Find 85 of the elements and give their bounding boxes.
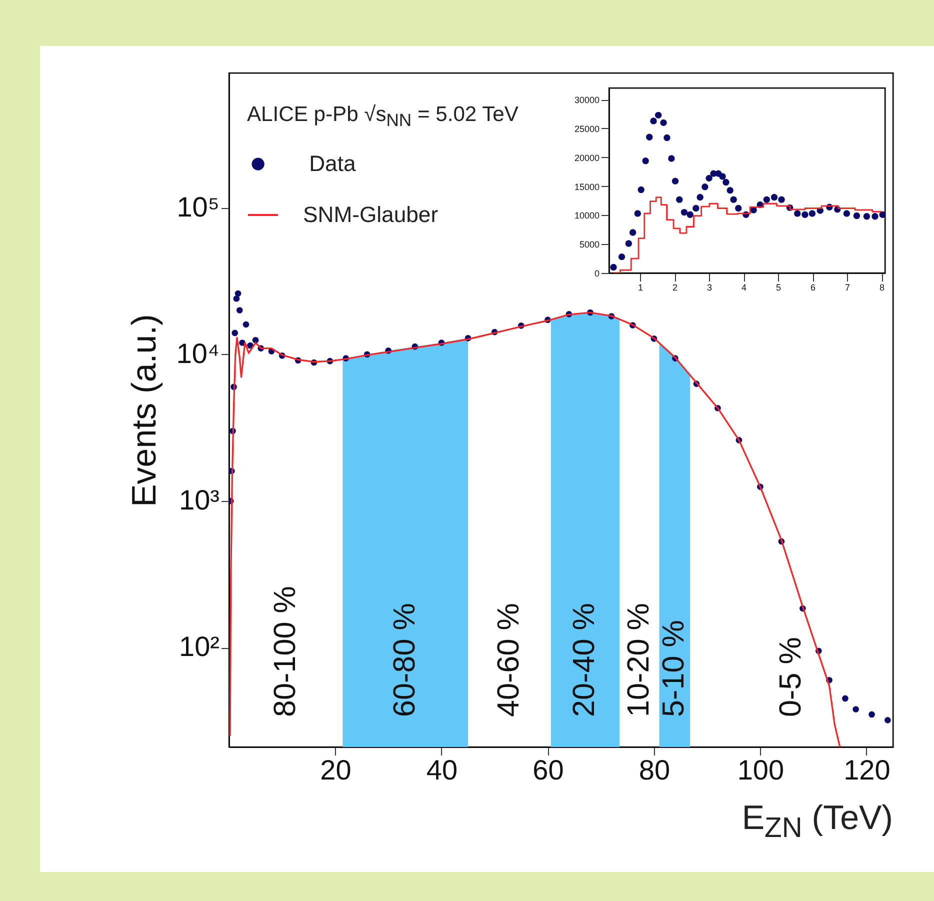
- point: [650, 118, 657, 124]
- y-tick-label: 10000: [574, 210, 600, 221]
- x-tick-label: 20: [320, 754, 352, 786]
- band-label: 60-80 %: [387, 603, 422, 717]
- y-tick-label: 0: [594, 268, 600, 278]
- y-axis-title: Events (a.u.): [125, 314, 164, 507]
- point: [629, 229, 636, 236]
- x-tick-label: 5: [776, 282, 782, 292]
- point: [735, 204, 742, 212]
- point: [654, 112, 662, 119]
- annotation: ALICE p-Pb √s$_{NN}$ = 5.02 TeV: [247, 103, 518, 132]
- point: [676, 196, 683, 203]
- point: [794, 210, 801, 217]
- point: [247, 342, 254, 349]
- point: [664, 134, 670, 142]
- point: [868, 711, 875, 718]
- point: [872, 212, 878, 220]
- point: [763, 196, 770, 203]
- point: [668, 155, 675, 162]
- point: [726, 186, 734, 194]
- x-tick-label: 120: [844, 754, 890, 786]
- point: [642, 157, 649, 164]
- point: [842, 695, 848, 702]
- point: [879, 211, 885, 218]
- point: [808, 210, 816, 217]
- x-tick-label: 80: [638, 754, 670, 786]
- point: [770, 194, 778, 201]
- y-tick-label: 10²: [179, 631, 220, 662]
- band-label: 20-40 %: [567, 603, 602, 717]
- point: [702, 184, 708, 190]
- annotation: 10-20 %: [621, 603, 656, 717]
- y-tick-label: 30000: [574, 95, 600, 106]
- y-tick-label: 10³: [179, 484, 220, 516]
- y-tick-label: 5000: [579, 240, 600, 250]
- point: [660, 119, 667, 126]
- band-label: 5-10 %: [656, 620, 691, 717]
- x-tick-label: 1: [638, 282, 644, 292]
- point: [692, 204, 700, 212]
- point: [234, 290, 242, 297]
- annotation: 0-5 %: [774, 637, 808, 717]
- point: [638, 186, 644, 194]
- legend-label: SNM-Glauber: [303, 202, 438, 227]
- point: [696, 194, 704, 201]
- x-axis-title: E$_{ZN}$ (TeV): [742, 799, 893, 845]
- point: [233, 295, 240, 302]
- point: [722, 178, 730, 186]
- y-tick-label: 25000: [574, 124, 600, 134]
- x-tick-label: 60: [532, 754, 564, 786]
- legend-label: Data: [309, 151, 356, 176]
- x-tick-label: 4: [742, 282, 747, 292]
- point: [672, 178, 679, 184]
- point: [730, 196, 737, 203]
- annotation: 80-100 %: [268, 586, 302, 717]
- point: [232, 330, 238, 336]
- point: [236, 307, 243, 314]
- point: [252, 337, 259, 344]
- x-tick-label: 8: [880, 282, 885, 292]
- x-tick-label: 6: [810, 282, 816, 292]
- point: [843, 210, 850, 217]
- point: [778, 196, 785, 203]
- point: [686, 211, 694, 218]
- x-tick-label: 40: [426, 754, 458, 786]
- point: [634, 210, 641, 217]
- annotation: 40-60 %: [491, 603, 526, 717]
- point: [884, 717, 891, 724]
- point: [853, 212, 860, 220]
- point: [680, 208, 688, 216]
- point: [618, 253, 626, 260]
- y-tick-label: 20000: [574, 152, 600, 163]
- x-tick-label: 100: [737, 754, 784, 786]
- point: [852, 706, 859, 712]
- x-tick-label: 2: [672, 282, 678, 292]
- point: [242, 321, 250, 328]
- point: [610, 264, 617, 271]
- point: [802, 211, 808, 218]
- x-tick-label: 3: [707, 282, 712, 292]
- y-tick-label: 10⁴: [176, 338, 220, 369]
- point: [706, 174, 712, 182]
- point: [863, 212, 870, 220]
- y-tick-label: 15000: [574, 182, 600, 192]
- point: [719, 173, 726, 180]
- x-tick-label: 7: [845, 282, 850, 292]
- y-tick-label: 10⁵: [176, 191, 220, 222]
- point: [646, 134, 653, 140]
- point: [625, 240, 632, 247]
